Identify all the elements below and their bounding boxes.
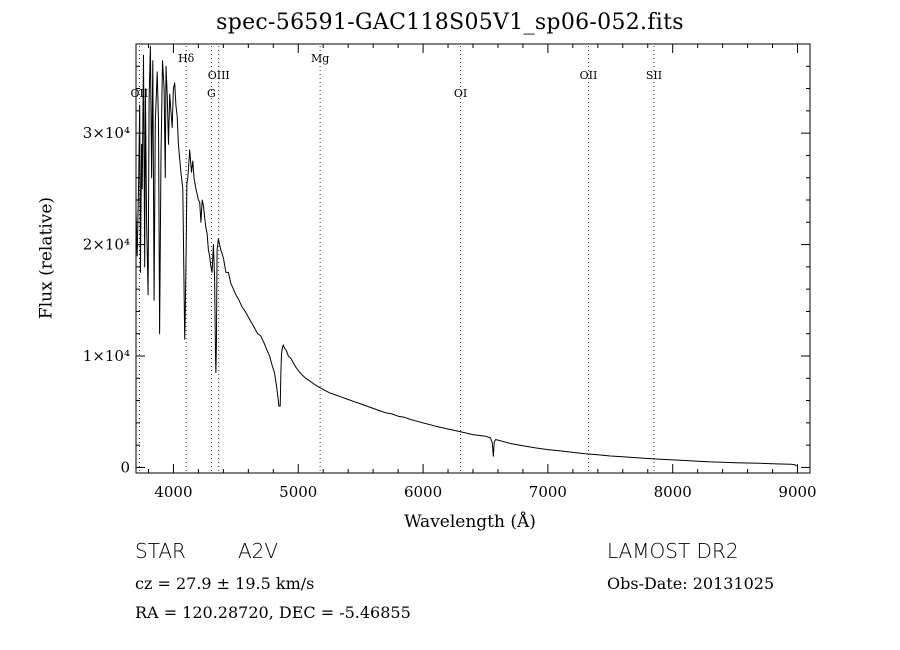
object-class: A2V <box>238 539 279 563</box>
spectral-line-label: SII <box>646 69 662 82</box>
observation-date: Obs-Date: 20131025 <box>607 574 775 593</box>
spectral-line-label: G <box>207 87 216 100</box>
spectral-line-label: OI <box>454 87 467 100</box>
spectral-line-label: OII <box>580 69 598 82</box>
x-tick-label: 4000 <box>154 483 192 501</box>
y-tick-label: 3×10⁴ <box>83 124 130 142</box>
y-axis-label: Flux (relative) <box>36 196 57 320</box>
chart-title: spec-56591-GAC118S05V1_sp06-052.fits <box>216 10 684 35</box>
x-tick-label: 8000 <box>654 483 692 501</box>
x-axis-label: Wavelength (Å) <box>404 512 536 532</box>
x-tick-label: 7000 <box>529 483 567 501</box>
ra-dec-coordinates: RA = 120.28720, DEC = -5.46855 <box>135 603 411 622</box>
y-tick-label: 2×10⁴ <box>83 236 130 254</box>
spectral-line-label: Hδ <box>178 52 195 65</box>
object-type: STAR <box>135 539 186 563</box>
spectral-line-label: OIII <box>208 69 230 82</box>
spectral-line-label: Mg <box>311 52 329 65</box>
y-tick-label: 1×10⁴ <box>83 347 130 365</box>
x-tick-label: 6000 <box>404 483 442 501</box>
survey-name: LAMOST DR2 <box>607 539 739 563</box>
redshift-velocity: cz = 27.9 ± 19.5 km/s <box>135 574 315 593</box>
plot-frame <box>135 43 811 474</box>
spectrum-series-line <box>135 45 798 467</box>
y-tick-label: 0 <box>120 458 130 476</box>
x-tick-label: 9000 <box>778 483 816 501</box>
x-tick-label: 5000 <box>279 483 317 501</box>
